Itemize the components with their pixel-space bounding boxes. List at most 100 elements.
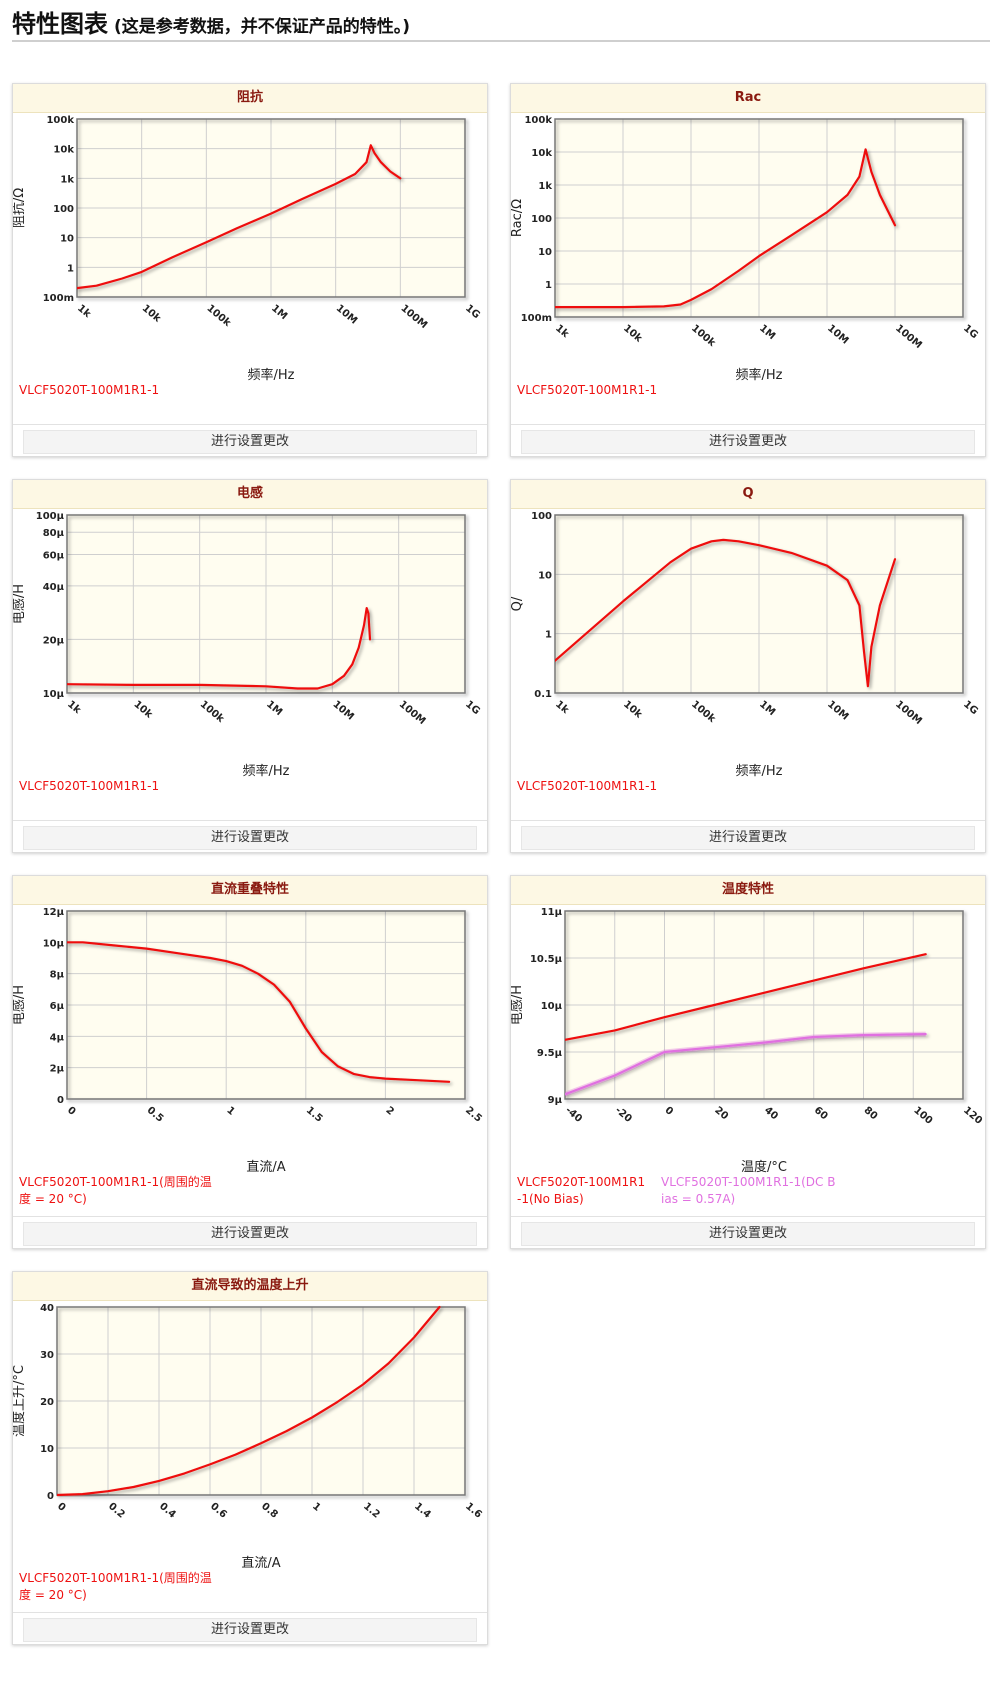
- x-tick-label: 1.6: [463, 1501, 484, 1521]
- series-line-0: [555, 538, 897, 688]
- x-tick-label: 10M: [334, 303, 359, 327]
- y-tick-label: 6μ: [50, 1001, 65, 1012]
- x-tick-label: 0.2: [106, 1501, 127, 1521]
- x-tick-label: 10k: [131, 699, 154, 721]
- panel-divider: [511, 424, 985, 425]
- x-tick-label: 10k: [621, 323, 644, 345]
- x-tick-label: 100k: [204, 303, 232, 329]
- plot-frame: [554, 118, 964, 318]
- plot-frame: [564, 910, 964, 1100]
- chart-panel-rac: Rac 100m 1 10 100 1k 10k 100k 1k 10k 100k 1M 10M 100M…: [510, 83, 986, 457]
- x-tick-label: 2: [383, 1105, 395, 1118]
- settings-change-button[interactable]: 进行设置更改: [521, 826, 975, 850]
- x-tick-label: 1k: [553, 699, 571, 716]
- series-group: [67, 941, 451, 1083]
- x-tick-label: 100M: [893, 323, 924, 351]
- settings-change-button[interactable]: 进行设置更改: [521, 430, 975, 454]
- chart-legend: VLCF5020T-100M1R1-1: [517, 382, 979, 424]
- settings-change-button[interactable]: 进行设置更改: [23, 1222, 477, 1246]
- y-tick-label: 100: [531, 214, 552, 225]
- y-tick-label: 4μ: [50, 1032, 65, 1043]
- legend-entry: VLCF5020T-100M1R1-1: [517, 383, 658, 397]
- y-tick-label: 100μ: [36, 511, 65, 522]
- y-tick-label: 10μ: [43, 938, 65, 949]
- x-tick-label: 1k: [75, 303, 93, 320]
- plot-frame: [66, 514, 466, 694]
- chart-svg: 0 2μ 4μ 6μ 8μ 10μ 12μ 0 0.5 1 1.5 2 2.5 直流/A 电感/H: [13, 907, 484, 1173]
- y-axis-label: 电感/H: [13, 584, 27, 624]
- x-tick-label: 40: [762, 1105, 780, 1122]
- x-tick-label: 100k: [689, 323, 717, 349]
- y-axis-label: Q/: [511, 596, 525, 611]
- chart-legend: VLCF5020T-100M1R1-1(周围的温度 = 20 °C): [19, 1174, 481, 1216]
- settings-change-button[interactable]: 进行设置更改: [23, 430, 477, 454]
- y-tick-label: 1k: [60, 174, 74, 185]
- chart-panel-q: Q 0.1 1 10 100 1k 10k 100k 1M 10M 100M 1G 频率/Hz Q/VLC…: [510, 479, 986, 853]
- y-tick-label: 9μ: [548, 1095, 563, 1106]
- y-tick-label: 10μ: [541, 1001, 563, 1012]
- x-tick-label: 1M: [264, 699, 284, 718]
- page-title: 特性图表: [12, 10, 108, 38]
- chart-svg: 100m 1 10 100 1k 10k 100k 1k 10k 100k 1M 10M 100M 1G 频…: [13, 115, 482, 381]
- y-tick-label: 0.1: [534, 689, 552, 700]
- y-tick-label: 10: [538, 247, 552, 258]
- settings-change-button[interactable]: 进行设置更改: [521, 1222, 975, 1246]
- x-tick-label: 2.5: [463, 1105, 484, 1125]
- x-tick-label: 1M: [757, 323, 777, 342]
- x-tick-label: 1.2: [361, 1501, 382, 1521]
- series-group: [77, 144, 402, 290]
- y-tick-label: 8μ: [50, 970, 65, 981]
- x-axis-label: 频率/Hz: [736, 763, 783, 777]
- x-tick-label: 1: [224, 1105, 236, 1118]
- x-tick-label: 100M: [397, 699, 428, 727]
- chart-legend: VLCF5020T-100M1R1-1: [19, 382, 481, 424]
- chart-legend: VLCF5020T-100M1R1-1: [19, 778, 481, 820]
- series-group: [555, 148, 897, 309]
- y-tick-label: 100k: [524, 115, 552, 126]
- chart-svg: 9μ 9.5μ 10μ 10.5μ 11μ -40 -20 0 20 40 60 80 100 120 温度…: [511, 907, 984, 1173]
- series-line-0: [57, 1305, 441, 1497]
- y-tick-label: 10k: [53, 145, 74, 156]
- legend-entry: VLCF5020T-100M1R1-1(DC Bias = 0.57A): [661, 1175, 836, 1206]
- x-axis-label: 频率/Hz: [736, 367, 783, 381]
- x-tick-label: 20: [712, 1105, 730, 1122]
- legend-entry: VLCF5020T-100M1R1-1: [19, 779, 160, 793]
- series-group: [67, 607, 372, 690]
- y-tick-label: 0: [57, 1095, 64, 1106]
- y-tick-label: 1: [67, 263, 74, 274]
- x-tick-label: 120: [961, 1105, 984, 1127]
- x-tick-label: 0: [55, 1501, 67, 1514]
- x-tick-label: 1.4: [412, 1501, 433, 1521]
- y-axis-label: 电感/H: [511, 985, 525, 1025]
- series-group: [57, 1305, 441, 1497]
- settings-change-button[interactable]: 进行设置更改: [23, 1618, 477, 1642]
- y-tick-label: 80μ: [43, 528, 65, 539]
- chart-legend: VLCF5020T-100M1R1-1(No Bias) VLCF5020T-10…: [517, 1174, 979, 1216]
- chart-title: 阻抗: [13, 84, 487, 113]
- x-tick-label: 100k: [689, 699, 717, 725]
- x-tick-label: 10k: [140, 303, 163, 325]
- y-tick-label: 100k: [46, 115, 74, 126]
- x-tick-label: 1: [310, 1501, 322, 1514]
- x-tick-label: 1G: [961, 699, 980, 717]
- chart-panel-inductance: 电感 10μ 20μ 40μ 60μ 80μ 100μ 1k 10k 100k 1M 10M 100M 1…: [12, 479, 488, 853]
- y-tick-label: 1k: [538, 181, 552, 192]
- chart-title: 温度特性: [511, 876, 985, 905]
- x-tick-label: -40: [563, 1105, 584, 1125]
- settings-change-button[interactable]: 进行设置更改: [23, 826, 477, 850]
- chart-title: 电感: [13, 480, 487, 509]
- x-tick-label: 100k: [198, 699, 226, 725]
- y-tick-label: 9.5μ: [537, 1048, 563, 1059]
- x-tick-label: 60: [812, 1105, 830, 1122]
- chart-svg: 10μ 20μ 40μ 60μ 80μ 100μ 1k 10k 100k 1M 10M 100M 1G 频…: [13, 511, 482, 777]
- series-line-0: [67, 941, 451, 1083]
- panel-divider: [511, 1216, 985, 1217]
- chart-panel-temperature: 温度特性 9μ 9.5μ 10μ 10.5μ 11μ -40 -20 0 20 40 60 80 100 1…: [510, 875, 986, 1249]
- plot-frame: [76, 118, 466, 298]
- y-tick-label: 100: [531, 511, 552, 522]
- series-group: [555, 538, 897, 688]
- x-tick-label: 100: [911, 1105, 934, 1127]
- x-tick-label: 100M: [893, 699, 924, 727]
- x-tick-label: 80: [862, 1105, 880, 1122]
- x-tick-label: 1G: [961, 323, 980, 341]
